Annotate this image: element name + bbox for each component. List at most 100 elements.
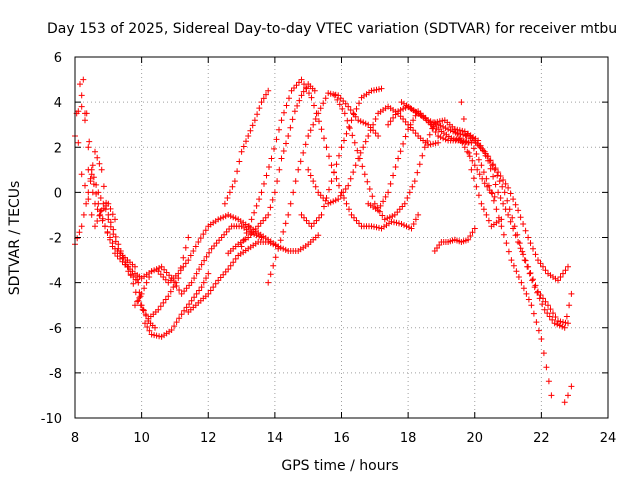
data-point [258, 189, 265, 196]
data-point [535, 327, 542, 334]
data-point [271, 145, 277, 152]
data-point [234, 168, 241, 175]
data-point [505, 211, 512, 218]
data-point [247, 127, 254, 134]
data-point [105, 200, 112, 207]
data-point [540, 295, 546, 302]
data-point [505, 184, 512, 191]
x-tick-label: 12 [200, 431, 217, 446]
data-point [473, 151, 480, 157]
data-point [426, 131, 433, 138]
data-point [379, 212, 386, 219]
data-point [544, 310, 551, 317]
data-point [507, 190, 514, 197]
data-point [490, 197, 497, 204]
data-point [243, 138, 249, 145]
data-point [377, 202, 384, 209]
data-point [182, 260, 189, 267]
data-point [294, 102, 301, 109]
data-point [336, 182, 342, 189]
data-point [267, 271, 274, 278]
data-point [525, 234, 532, 241]
data-point [272, 254, 279, 261]
data-point [107, 205, 114, 212]
data-point [260, 95, 267, 102]
data-point [180, 263, 187, 270]
data-point [92, 223, 98, 230]
data-point [289, 116, 296, 123]
data-point [541, 306, 548, 313]
data-point [143, 312, 150, 319]
data-point [489, 190, 496, 197]
data-point [267, 204, 274, 211]
data-point [90, 181, 97, 188]
data-point [140, 307, 147, 314]
data-point [135, 279, 142, 286]
data-point [477, 142, 484, 149]
data-point [173, 319, 180, 326]
data-point [333, 161, 340, 168]
data-point [468, 166, 475, 173]
data-point [416, 161, 423, 168]
data-point [80, 211, 87, 218]
data-point [99, 215, 106, 222]
data-point [146, 327, 153, 334]
data-point [183, 304, 190, 311]
data-point [171, 279, 178, 286]
data-point [308, 94, 315, 101]
x-tick-label: 8 [71, 431, 79, 446]
y-tick-label: 2 [54, 141, 62, 156]
data-points [72, 76, 575, 406]
data-point [341, 195, 347, 201]
data-point [543, 364, 550, 371]
data-point [527, 240, 534, 247]
series-sat-23 [561, 383, 575, 406]
data-point [480, 169, 487, 176]
data-point [491, 166, 498, 173]
data-point [566, 302, 573, 309]
data-point [230, 259, 237, 266]
data-point [202, 227, 209, 234]
data-point [109, 211, 116, 218]
data-point [130, 280, 137, 287]
data-point [502, 180, 509, 187]
data-point [160, 299, 167, 306]
y-tick-label: 0 [54, 186, 62, 201]
data-point [206, 249, 213, 256]
data-point [471, 225, 478, 232]
data-point [312, 116, 319, 122]
data-point [97, 208, 104, 215]
data-point [243, 230, 250, 236]
data-point [341, 137, 347, 144]
data-point [385, 189, 392, 196]
data-point [104, 230, 111, 236]
data-point [485, 217, 492, 224]
y-axis-label: SDTVAR / TECUs [7, 181, 23, 296]
data-point [534, 289, 541, 296]
data-point [86, 138, 93, 145]
data-point [465, 149, 472, 156]
data-point [87, 178, 94, 185]
data-point [517, 214, 524, 221]
data-point [265, 87, 272, 94]
data-point [523, 290, 530, 297]
data-point [542, 267, 549, 274]
data-point [493, 206, 500, 213]
data-point [565, 320, 571, 327]
data-point [200, 231, 207, 238]
data-point [205, 270, 212, 277]
data-point [408, 225, 415, 232]
data-point [562, 267, 569, 274]
data-point [515, 207, 522, 214]
data-point [338, 144, 345, 151]
series-sat-22 [458, 99, 505, 230]
data-point [256, 105, 263, 112]
data-point [410, 117, 417, 124]
data-point [367, 127, 374, 134]
data-point [421, 144, 428, 151]
data-point [360, 144, 367, 151]
data-point [458, 99, 465, 106]
data-point [300, 149, 307, 156]
data-point [533, 319, 540, 326]
data-point [321, 135, 327, 142]
